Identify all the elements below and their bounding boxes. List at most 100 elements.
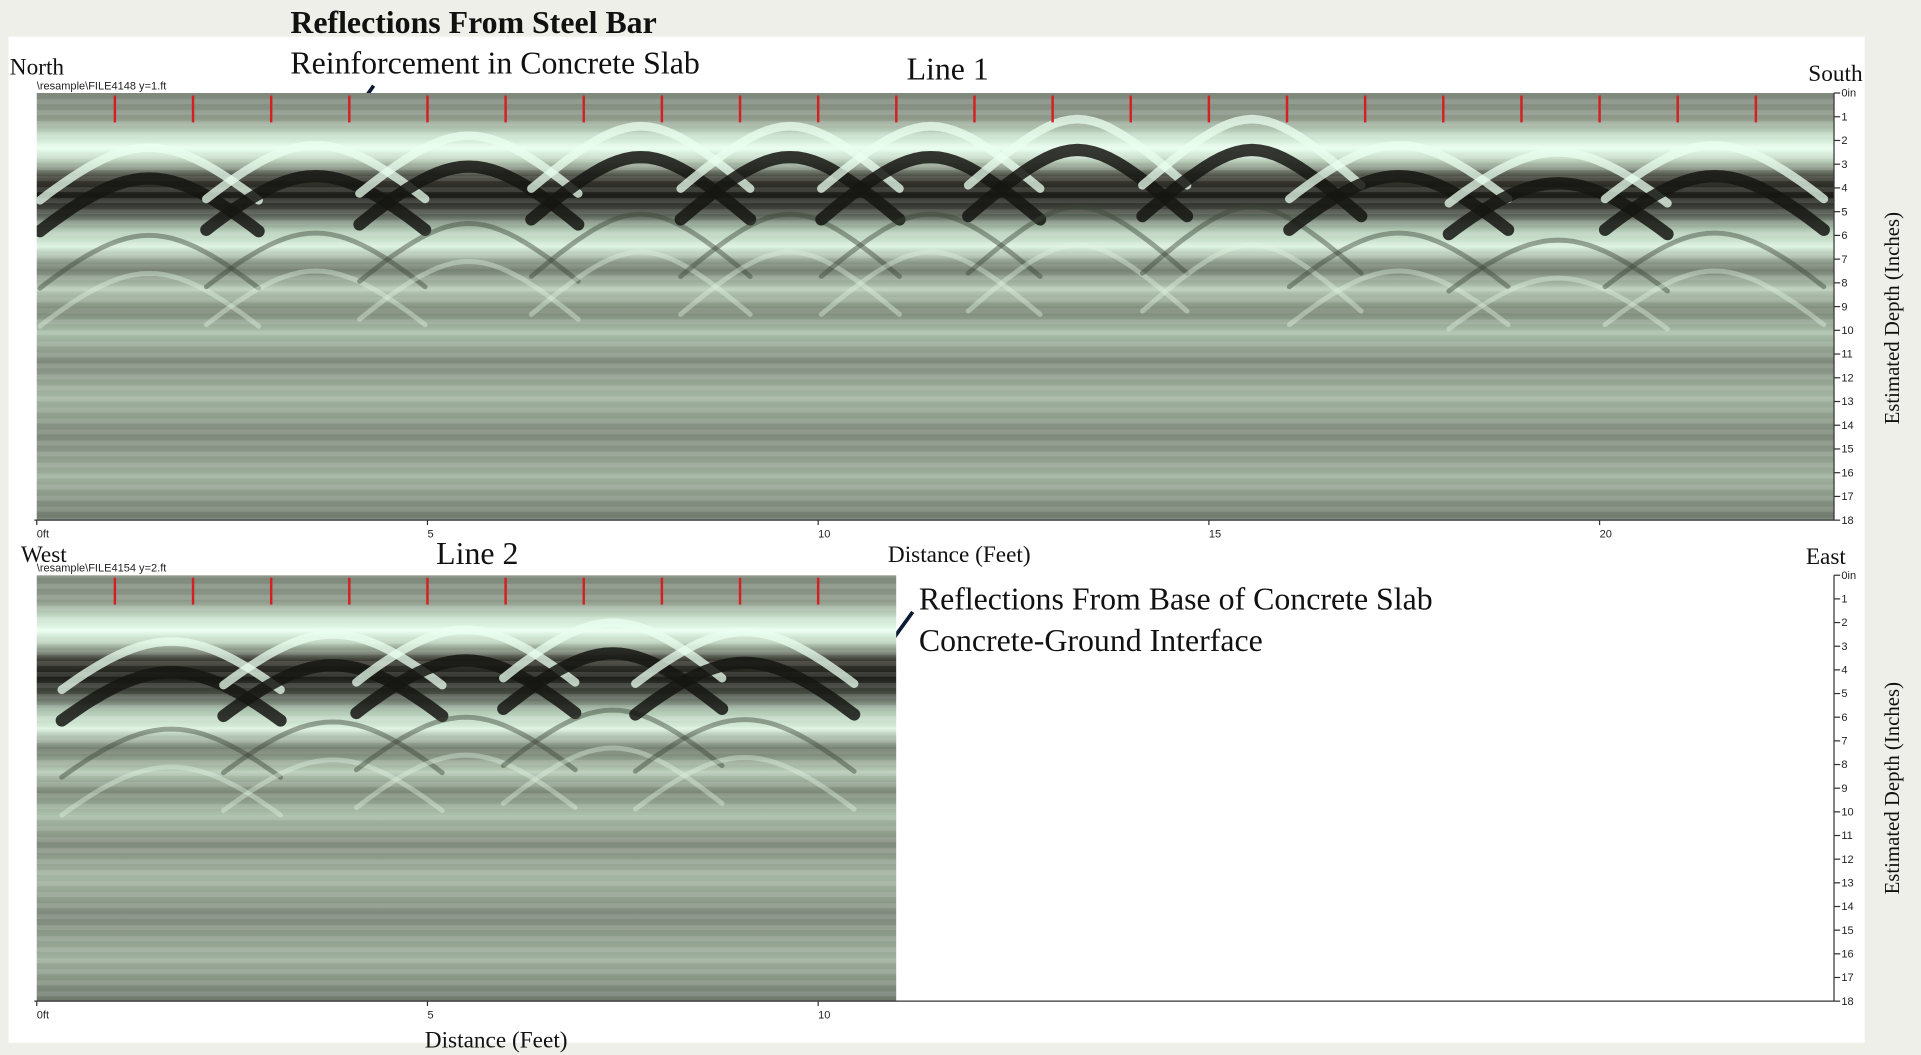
reflection-echo — [678, 249, 902, 317]
annotation: Reflections From Base of Concrete Slab — [919, 582, 1433, 617]
x-tick-label: 20 — [1600, 528, 1612, 540]
y-tick-label: 4 — [1841, 183, 1847, 195]
left-label: West — [21, 542, 67, 568]
reflection-halo — [1138, 114, 1366, 190]
reflection-echo — [1602, 230, 1827, 290]
left-label: North — [10, 55, 65, 81]
x-tick-label: 0ft — [37, 528, 49, 540]
reflection-halo — [1600, 140, 1829, 204]
y-tick-label: 12 — [1841, 854, 1853, 866]
reflection-echo — [353, 752, 578, 811]
reflection — [1283, 169, 1515, 236]
y-tick-label: 5 — [1841, 206, 1847, 218]
reflection-halo — [355, 131, 583, 198]
reflection-echo — [500, 707, 725, 769]
y-tick-label: 16 — [1841, 949, 1853, 961]
reflection-echo — [37, 270, 262, 329]
y-tick-label: 0in — [1841, 88, 1856, 100]
y-tick-label: 13 — [1841, 878, 1853, 890]
y-tick-label: 14 — [1841, 901, 1853, 913]
x-tick-label: 0ft — [37, 1009, 49, 1021]
y-tick-label: 1 — [1841, 594, 1847, 606]
annotation: Reinforcement in Concrete Slab — [290, 45, 699, 80]
y-tick-label: 17 — [1841, 491, 1853, 503]
y-axis-label: Estimated Depth (Inches) — [1880, 212, 1904, 424]
annotation: Concrete-Ground Interface — [919, 623, 1263, 658]
y-tick-label: 7 — [1841, 736, 1847, 748]
profile — [36, 93, 1835, 521]
reflection-echo — [500, 745, 725, 806]
y-tick-label: 7 — [1841, 254, 1847, 266]
reflection-echo — [965, 204, 1190, 276]
file-label: \resample\FILE4148 y=1.ft — [37, 80, 167, 92]
profile-texture — [36, 93, 1835, 521]
reflection-echo — [221, 719, 445, 776]
y-tick-label: 5 — [1841, 688, 1847, 700]
y-tick-label: 18 — [1841, 515, 1853, 527]
reflection-echo — [37, 232, 262, 291]
panel-title: Line 2 — [436, 536, 518, 571]
reflection-echo — [1286, 268, 1511, 328]
radargram — [36, 93, 1835, 521]
annotation: Reflections From Steel Bar — [290, 5, 656, 40]
y-tick-label: 18 — [1841, 996, 1853, 1008]
reflection-echo — [357, 259, 581, 322]
y-tick-label: 16 — [1841, 467, 1853, 479]
y-tick-label: 15 — [1841, 925, 1853, 937]
reflection — [217, 659, 449, 723]
reflection-echo — [632, 717, 857, 774]
y-tick-label: 4 — [1841, 665, 1847, 677]
reflection-echo — [1139, 204, 1364, 276]
reflection-echo — [528, 211, 753, 279]
reflection-echo — [353, 714, 578, 773]
y-tick-label: 2 — [1841, 617, 1847, 629]
reflection-echo — [1139, 242, 1364, 314]
y-tick-label: 3 — [1841, 641, 1847, 653]
reflection-echo — [1286, 230, 1511, 290]
reflection-halo — [36, 143, 263, 205]
reflection — [1136, 143, 1368, 223]
x-axis-label: Distance (Feet) — [425, 1028, 568, 1054]
x-tick-label: 15 — [1209, 528, 1221, 540]
y-tick-label: 3 — [1841, 159, 1847, 171]
y-tick-label: 6 — [1841, 230, 1847, 242]
y-tick-label: 10 — [1841, 807, 1853, 819]
y-tick-label: 14 — [1841, 420, 1853, 432]
reflection-halo — [219, 630, 447, 690]
reflection-echo — [678, 211, 902, 279]
y-tick-label: 9 — [1841, 783, 1847, 795]
reflection-echo — [528, 249, 753, 317]
reflection — [36, 172, 265, 238]
reflection-echo — [1446, 237, 1670, 294]
y-tick-label: 11 — [1841, 830, 1852, 842]
right-label: East — [1806, 544, 1847, 570]
x-axis-label: Distance (Feet) — [888, 542, 1031, 568]
reflection — [962, 143, 1194, 223]
radargram — [36, 575, 897, 1002]
y-tick-label: 6 — [1841, 712, 1847, 724]
y-tick-label: 12 — [1841, 372, 1853, 384]
right-label: South — [1808, 61, 1863, 87]
y-tick-label: 2 — [1841, 135, 1847, 147]
reflection — [353, 160, 585, 231]
y-tick-label: 8 — [1841, 278, 1847, 290]
file-label: \resample\FILE4154 y=2.ft — [37, 563, 167, 575]
y-tick-label: 15 — [1841, 444, 1853, 456]
reflection-echo — [1602, 268, 1827, 328]
x-tick-label: 5 — [427, 528, 433, 540]
reflection-echo — [59, 726, 284, 780]
y-tick-label: 17 — [1841, 972, 1853, 984]
reflection-halo — [631, 627, 859, 688]
y-tick-label: 10 — [1841, 325, 1853, 337]
profile — [36, 575, 897, 1002]
y-tick-label: 0in — [1841, 570, 1856, 582]
reflection-echo — [203, 268, 428, 328]
reflection-echo — [818, 211, 1043, 279]
reflection-echo — [818, 249, 1043, 317]
reflection-echo — [632, 755, 857, 812]
reflection-echo — [1446, 275, 1670, 332]
reflection-halo — [1285, 140, 1513, 204]
reflection-echo — [203, 230, 428, 290]
y-axis-label: Estimated Depth (Inches) — [1880, 682, 1904, 894]
